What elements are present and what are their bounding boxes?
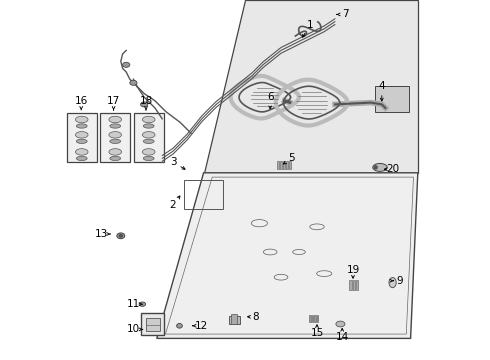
Ellipse shape [109,149,122,155]
Text: 13: 13 [95,229,108,239]
Ellipse shape [141,102,148,107]
Ellipse shape [119,234,122,237]
Polygon shape [204,0,418,173]
Text: 18: 18 [139,96,152,106]
Ellipse shape [373,163,387,171]
Ellipse shape [122,62,130,67]
Ellipse shape [109,132,122,138]
Ellipse shape [110,156,121,161]
Bar [349,280,352,290]
Text: 12: 12 [195,321,208,331]
Bar [309,315,311,322]
Bar [280,161,282,169]
Text: 6: 6 [267,92,273,102]
Ellipse shape [143,156,154,161]
Bar [289,161,291,169]
Bar [134,113,164,162]
Text: 7: 7 [343,9,349,19]
Bar [231,314,237,324]
Bar [286,161,288,169]
Text: 1: 1 [306,20,313,30]
Text: 10: 10 [127,324,140,334]
Bar [277,161,279,169]
Polygon shape [374,86,409,112]
Bar [356,280,358,290]
Ellipse shape [76,124,87,128]
Text: 9: 9 [396,276,403,286]
Text: 8: 8 [252,312,259,322]
Bar [146,318,160,331]
Ellipse shape [130,80,137,85]
Ellipse shape [176,324,182,328]
Text: 11: 11 [127,299,140,309]
Text: 3: 3 [170,157,176,167]
Ellipse shape [76,139,87,143]
Ellipse shape [117,233,125,239]
Text: 2: 2 [170,200,176,210]
Ellipse shape [389,278,396,288]
Bar [317,315,318,322]
Bar [314,315,316,322]
Bar [312,315,314,322]
Ellipse shape [143,124,154,128]
Bar [283,161,285,169]
Bar [353,280,355,290]
Ellipse shape [76,156,87,161]
Bar [229,316,240,324]
Ellipse shape [143,116,155,123]
Polygon shape [157,173,418,338]
Text: 14: 14 [336,332,349,342]
Bar [67,113,97,162]
Ellipse shape [75,132,88,138]
Text: 16: 16 [74,96,88,106]
Text: 20: 20 [386,164,399,174]
Bar [141,313,164,335]
Ellipse shape [143,149,155,155]
Ellipse shape [110,124,121,128]
Ellipse shape [75,149,88,155]
Ellipse shape [139,302,146,306]
Text: 17: 17 [107,96,120,106]
Bar [100,113,130,162]
Ellipse shape [336,321,345,327]
Ellipse shape [143,139,154,143]
Text: 5: 5 [289,153,295,163]
Ellipse shape [109,116,122,123]
Ellipse shape [143,132,155,138]
Ellipse shape [75,116,88,123]
Text: 4: 4 [378,81,385,91]
Text: 15: 15 [310,328,323,338]
Ellipse shape [374,166,377,169]
Text: 19: 19 [346,265,360,275]
Ellipse shape [110,139,121,143]
